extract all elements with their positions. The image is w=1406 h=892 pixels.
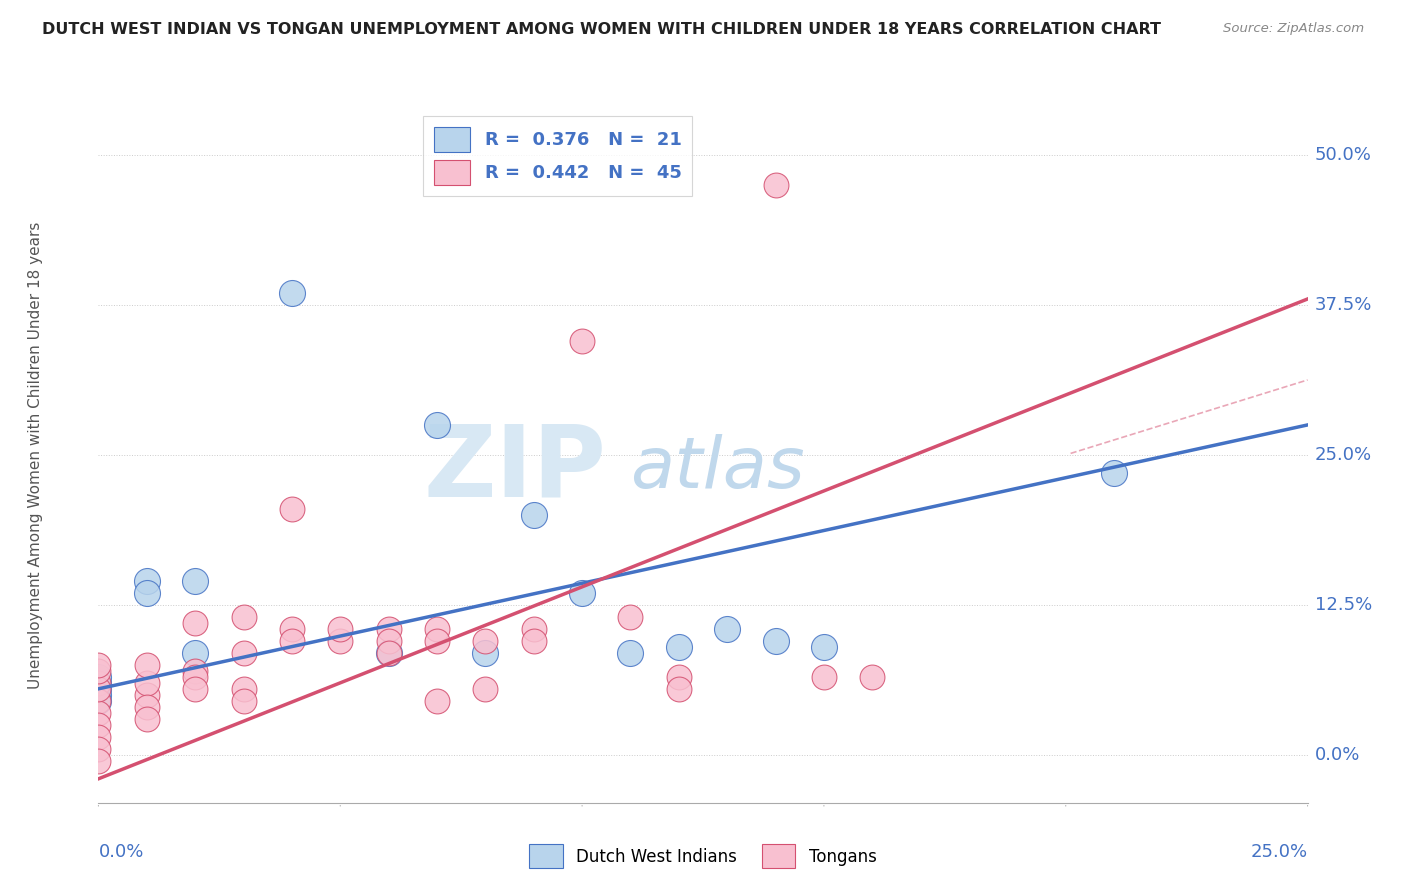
Point: [184, 664, 207, 678]
Point: [87, 754, 110, 768]
Text: 25.0%: 25.0%: [1250, 843, 1308, 861]
Point: [474, 681, 496, 696]
Point: [765, 633, 787, 648]
Point: [184, 574, 207, 588]
Point: [377, 646, 399, 660]
Legend: R =  0.376   N =  21, R =  0.442   N =  45: R = 0.376 N = 21, R = 0.442 N = 45: [423, 116, 692, 196]
Point: [135, 699, 157, 714]
Point: [813, 670, 835, 684]
Text: 12.5%: 12.5%: [1315, 596, 1372, 614]
Point: [571, 334, 593, 348]
Point: [135, 676, 157, 690]
Point: [135, 712, 157, 726]
Text: Source: ZipAtlas.com: Source: ZipAtlas.com: [1223, 22, 1364, 36]
Point: [329, 633, 352, 648]
Point: [87, 681, 110, 696]
Point: [184, 615, 207, 630]
Point: [523, 622, 546, 636]
Text: 50.0%: 50.0%: [1315, 146, 1371, 164]
Point: [87, 718, 110, 732]
Point: [765, 178, 787, 192]
Point: [232, 681, 254, 696]
Point: [619, 646, 641, 660]
Point: [377, 633, 399, 648]
Point: [668, 681, 690, 696]
Point: [523, 508, 546, 522]
Point: [87, 670, 110, 684]
Point: [87, 694, 110, 708]
Point: [571, 586, 593, 600]
Text: 25.0%: 25.0%: [1315, 446, 1372, 464]
Legend: Dutch West Indians, Tongans: Dutch West Indians, Tongans: [523, 838, 883, 875]
Point: [135, 657, 157, 672]
Point: [813, 640, 835, 654]
Point: [281, 633, 304, 648]
Point: [87, 676, 110, 690]
Point: [87, 657, 110, 672]
Point: [619, 610, 641, 624]
Text: 0.0%: 0.0%: [98, 843, 143, 861]
Point: [184, 646, 207, 660]
Point: [184, 681, 207, 696]
Point: [232, 610, 254, 624]
Point: [281, 285, 304, 300]
Point: [281, 622, 304, 636]
Point: [135, 574, 157, 588]
Point: [377, 646, 399, 660]
Text: DUTCH WEST INDIAN VS TONGAN UNEMPLOYMENT AMONG WOMEN WITH CHILDREN UNDER 18 YEAR: DUTCH WEST INDIAN VS TONGAN UNEMPLOYMENT…: [42, 22, 1161, 37]
Point: [668, 640, 690, 654]
Text: ZIP: ZIP: [423, 420, 606, 517]
Text: atlas: atlas: [630, 434, 806, 503]
Point: [426, 622, 449, 636]
Point: [184, 670, 207, 684]
Point: [87, 730, 110, 744]
Point: [1102, 466, 1125, 480]
Point: [716, 622, 738, 636]
Text: 0.0%: 0.0%: [1315, 746, 1360, 764]
Point: [668, 670, 690, 684]
Point: [232, 646, 254, 660]
Point: [232, 694, 254, 708]
Point: [135, 586, 157, 600]
Point: [329, 622, 352, 636]
Point: [87, 694, 110, 708]
Point: [135, 688, 157, 702]
Point: [281, 502, 304, 516]
Text: Unemployment Among Women with Children Under 18 years: Unemployment Among Women with Children U…: [28, 221, 42, 689]
Point: [426, 694, 449, 708]
Point: [474, 633, 496, 648]
Point: [87, 688, 110, 702]
Point: [87, 676, 110, 690]
Text: 37.5%: 37.5%: [1315, 296, 1372, 314]
Point: [426, 633, 449, 648]
Point: [860, 670, 883, 684]
Point: [377, 622, 399, 636]
Point: [87, 706, 110, 720]
Point: [523, 633, 546, 648]
Point: [426, 417, 449, 432]
Point: [87, 681, 110, 696]
Point: [87, 664, 110, 678]
Point: [87, 741, 110, 756]
Point: [474, 646, 496, 660]
